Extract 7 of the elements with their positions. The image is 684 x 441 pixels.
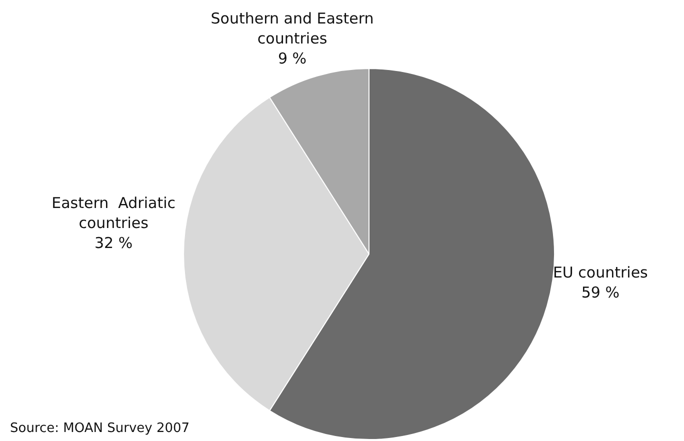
slice-label: Southern and Eastern countries (210, 9, 374, 48)
source-note: Source: MOAN Survey 2007 (10, 421, 190, 436)
slice-label: Eastern Adriatic countries (52, 194, 176, 232)
slice-label: EU countries (552, 263, 648, 282)
data-label: 32 % (94, 234, 133, 252)
data-label: 59 % (581, 283, 620, 302)
data-label: 9 % (278, 49, 307, 68)
